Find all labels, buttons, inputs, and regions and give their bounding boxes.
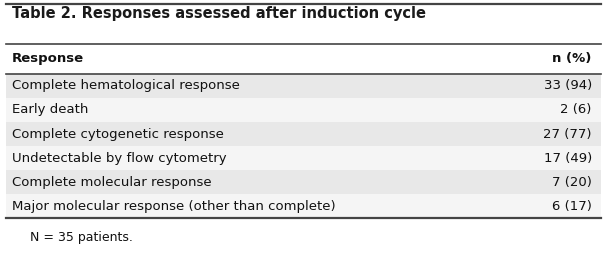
Text: 2 (6): 2 (6) <box>560 103 592 117</box>
Text: 33 (94): 33 (94) <box>544 79 592 92</box>
Bar <box>6 146 601 170</box>
Text: Complete molecular response: Complete molecular response <box>12 176 212 189</box>
Text: Undetectable by flow cytometry: Undetectable by flow cytometry <box>12 152 227 165</box>
Text: n (%): n (%) <box>552 52 592 66</box>
Text: Complete hematological response: Complete hematological response <box>12 79 240 92</box>
Bar <box>6 98 601 122</box>
Text: 6 (17): 6 (17) <box>552 200 592 213</box>
Text: 17 (49): 17 (49) <box>544 152 592 165</box>
Text: Major molecular response (other than complete): Major molecular response (other than com… <box>12 200 336 213</box>
Text: 27 (77): 27 (77) <box>543 127 592 141</box>
Bar <box>6 44 601 74</box>
Text: Complete cytogenetic response: Complete cytogenetic response <box>12 127 224 141</box>
Text: Early death: Early death <box>12 103 89 117</box>
Text: 7 (20): 7 (20) <box>552 176 592 189</box>
Bar <box>6 170 601 194</box>
Text: Response: Response <box>12 52 84 66</box>
Text: Table 2. Responses assessed after induction cycle: Table 2. Responses assessed after induct… <box>12 6 426 21</box>
Bar <box>6 122 601 146</box>
Bar <box>6 74 601 98</box>
Text: N = 35 patients.: N = 35 patients. <box>30 231 133 244</box>
Bar <box>6 194 601 218</box>
